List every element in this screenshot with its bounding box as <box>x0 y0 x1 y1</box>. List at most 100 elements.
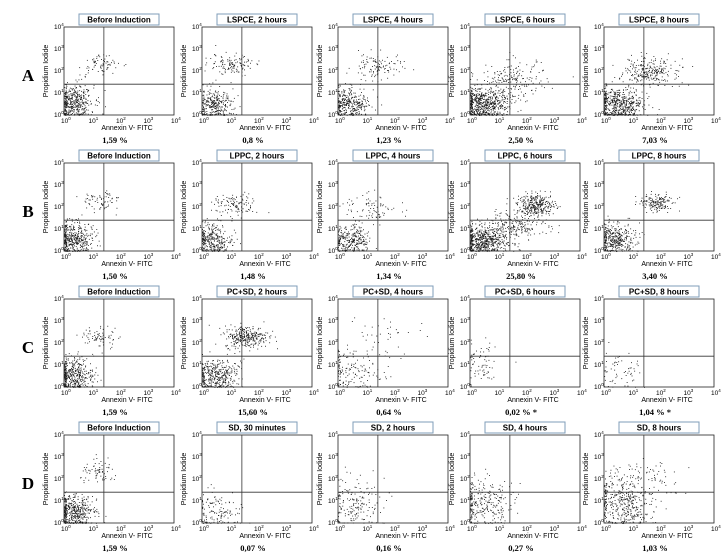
event-dot <box>369 240 370 242</box>
scatter-panel: LSPCE, 2 hours10010010110110210210310310… <box>181 13 319 145</box>
event-dot <box>473 114 474 116</box>
event-dot <box>342 235 344 237</box>
event-dot <box>476 107 478 109</box>
event-dot <box>209 114 211 116</box>
event-dot <box>214 97 216 99</box>
event-dot <box>379 217 380 218</box>
event-dot <box>345 104 347 105</box>
event-dot <box>351 247 353 249</box>
event-dot <box>74 242 76 244</box>
event-dot <box>208 229 210 231</box>
x-tick-label: 102 <box>390 116 400 125</box>
event-dot <box>511 102 513 104</box>
event-dot <box>347 96 349 98</box>
event-dot <box>77 239 78 241</box>
event-dot <box>647 76 649 78</box>
event-dot <box>211 99 213 101</box>
event-dot <box>68 109 70 111</box>
event-dot <box>211 233 213 235</box>
event-dot <box>497 74 499 76</box>
event-dot <box>509 236 511 238</box>
event-dot <box>217 218 218 220</box>
event-dot <box>509 74 510 76</box>
event-dot <box>495 105 497 107</box>
event-dot <box>211 228 213 230</box>
event-dot <box>97 101 99 102</box>
event-dot <box>640 80 642 82</box>
event-dot <box>202 236 204 237</box>
event-dot <box>361 103 363 105</box>
event-dot <box>69 103 71 105</box>
event-dot <box>212 232 214 233</box>
event-dot <box>484 224 486 226</box>
event-dot <box>498 77 499 79</box>
event-dot <box>504 97 506 98</box>
event-dot <box>69 244 71 245</box>
event-dot <box>66 235 68 237</box>
event-dot <box>514 78 516 80</box>
event-dot <box>611 113 612 115</box>
event-dot <box>205 225 207 227</box>
y-tick-label: 101 <box>54 88 64 97</box>
event-dot <box>70 225 72 227</box>
event-dot <box>532 197 534 198</box>
event-dot <box>524 85 526 87</box>
event-dot <box>611 100 613 102</box>
event-dot <box>378 69 380 71</box>
event-dot <box>79 95 81 97</box>
event-dot <box>470 105 472 106</box>
event-dot <box>87 89 89 91</box>
event-dot <box>80 248 82 250</box>
event-dot <box>226 240 228 241</box>
event-dot <box>79 247 81 248</box>
event-dot <box>64 243 66 245</box>
event-dot <box>108 64 110 65</box>
event-dot <box>65 109 66 111</box>
event-dot <box>221 235 223 237</box>
event-dot <box>491 98 493 100</box>
event-dot <box>346 114 348 116</box>
event-dot <box>349 102 351 104</box>
event-dot <box>340 101 342 103</box>
event-dot <box>681 58 683 60</box>
event-dot <box>215 111 217 112</box>
event-dot <box>203 96 205 98</box>
event-dot <box>514 85 516 87</box>
event-dot <box>548 214 550 216</box>
event-dot <box>97 245 98 247</box>
event-dot <box>362 249 364 251</box>
event-dot <box>64 92 66 93</box>
event-dot <box>484 227 486 229</box>
event-dot <box>514 226 516 228</box>
event-dot <box>222 95 224 97</box>
event-dot <box>235 210 237 212</box>
event-dot <box>346 102 348 104</box>
event-dot <box>509 244 510 246</box>
event-dot <box>638 110 640 112</box>
event-dot <box>470 234 472 236</box>
event-dot <box>366 192 368 194</box>
event-dot <box>213 245 214 247</box>
event-dot <box>619 100 621 101</box>
event-dot <box>656 73 658 75</box>
event-dot <box>483 109 485 111</box>
event-dot <box>360 107 362 109</box>
event-dot <box>485 88 487 90</box>
event-dot <box>352 239 354 240</box>
event-dot <box>204 222 206 224</box>
event-dot <box>238 209 240 211</box>
event-dot <box>626 89 628 90</box>
event-dot <box>352 204 353 205</box>
event-dot <box>615 113 617 115</box>
event-dot <box>492 242 494 244</box>
event-dot <box>616 100 618 102</box>
event-dot <box>649 72 651 74</box>
event-dot <box>206 85 208 87</box>
event-dot <box>65 102 67 104</box>
event-dot <box>481 237 483 239</box>
event-dot <box>377 96 378 98</box>
event-dot <box>481 229 483 231</box>
event-dot <box>604 114 606 116</box>
event-dot <box>348 104 350 106</box>
event-dot <box>218 114 220 116</box>
